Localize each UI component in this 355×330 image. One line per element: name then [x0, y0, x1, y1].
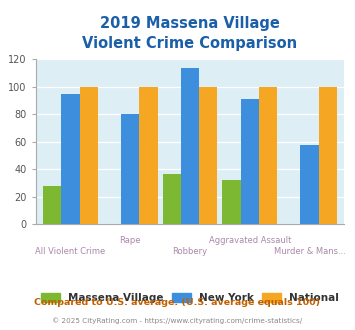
Text: All Violent Crime: All Violent Crime: [35, 247, 105, 256]
Bar: [80, 87, 98, 224]
Title: 2019 Massena Village
Violent Crime Comparison: 2019 Massena Village Violent Crime Compa…: [82, 16, 297, 51]
Bar: [241, 99, 259, 224]
Bar: [139, 87, 158, 224]
Bar: [61, 94, 80, 224]
Bar: [181, 68, 199, 224]
Text: Murder & Mans...: Murder & Mans...: [274, 247, 345, 256]
Text: Rape: Rape: [119, 236, 141, 245]
Bar: [300, 145, 319, 224]
Bar: [121, 115, 139, 224]
Text: Robbery: Robbery: [173, 247, 207, 256]
Legend: Massena Village, New York, National: Massena Village, New York, National: [37, 289, 343, 308]
Bar: [199, 87, 217, 224]
Bar: [259, 87, 277, 224]
Bar: [319, 87, 337, 224]
Text: © 2025 CityRating.com - https://www.cityrating.com/crime-statistics/: © 2025 CityRating.com - https://www.city…: [53, 317, 302, 324]
Bar: [43, 186, 61, 224]
Bar: [222, 181, 241, 224]
Bar: [163, 174, 181, 224]
Text: Aggravated Assault: Aggravated Assault: [208, 236, 291, 245]
Text: Compared to U.S. average. (U.S. average equals 100): Compared to U.S. average. (U.S. average …: [34, 298, 321, 307]
